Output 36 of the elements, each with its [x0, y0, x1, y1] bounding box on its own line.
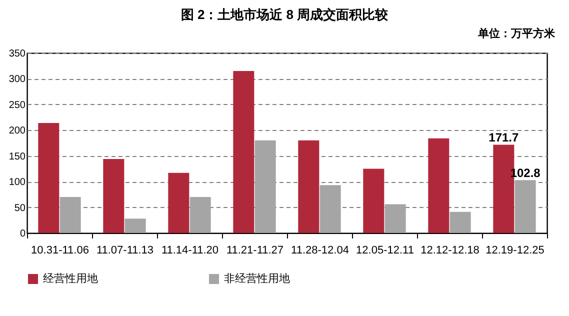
x-tick-label: 10.31-11.06	[31, 244, 89, 256]
y-tick-label: 350	[8, 48, 26, 60]
bar	[428, 138, 450, 233]
y-tick-label: 0	[20, 228, 26, 240]
bar	[190, 197, 211, 233]
bar	[298, 140, 320, 233]
y-tick-label: 150	[8, 151, 26, 162]
bar	[514, 180, 536, 233]
chart-title: 图 2：土地市场近 8 周成交面积比较	[180, 6, 390, 24]
chart-subtitle: 单位：万平方米	[477, 26, 556, 42]
x-tick-label: 11.28-12.04	[291, 244, 349, 256]
x-tick-label: 12.19-12.25	[486, 244, 544, 256]
legend-label: 非经营性用地	[224, 272, 290, 285]
bar	[38, 122, 60, 233]
bar	[320, 185, 341, 233]
x-tick-label: 12.12-12.18	[420, 244, 480, 256]
legend-label: 经营性用地	[43, 272, 98, 285]
bar	[103, 158, 124, 233]
bar	[233, 71, 254, 233]
bar	[124, 218, 146, 233]
bar	[60, 197, 81, 233]
x-tick-label: 11.07-11.13	[96, 244, 154, 256]
data-label: 171.7	[488, 130, 520, 145]
bar	[363, 168, 384, 233]
x-tick-label: 11.14-11.20	[161, 244, 219, 256]
y-tick-label: 300	[8, 74, 26, 86]
bar	[384, 204, 406, 233]
x-tick-label: 11.21-11.27	[226, 244, 284, 256]
y-tick-label: 200	[8, 126, 26, 137]
y-tick-label: 50	[14, 202, 26, 214]
x-tick-label: 12.05-12.11	[356, 244, 414, 256]
bar	[168, 172, 190, 233]
y-tick-label: 100	[8, 177, 26, 188]
bar	[450, 212, 471, 233]
bar	[254, 140, 276, 233]
y-tick-label: 250	[8, 100, 26, 111]
